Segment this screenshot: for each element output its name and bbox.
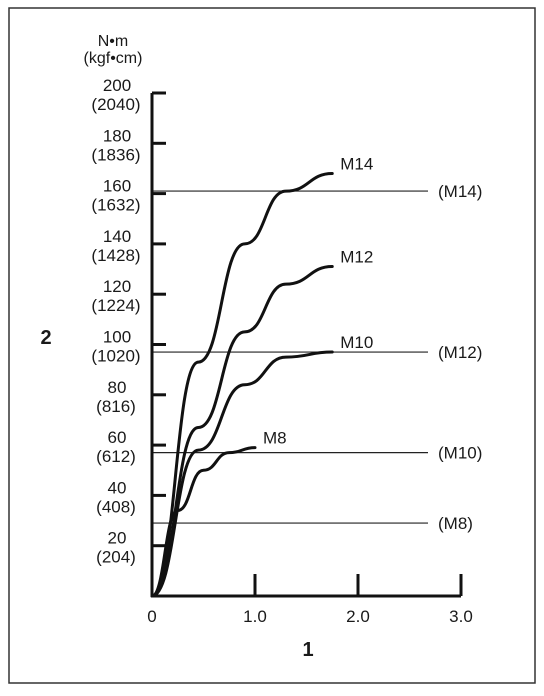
y-tick-label-6: 120: [103, 277, 131, 296]
curve-label-m14: M14: [340, 154, 373, 173]
reference-label-2: (M12): [438, 343, 482, 362]
x-tick-label-1: 0: [147, 607, 156, 626]
curve-m8: [150, 446, 257, 598]
y-tick-label-5: 100: [103, 328, 131, 347]
chart-border: [8, 7, 536, 684]
y-tick-label-1: 20: [108, 529, 127, 548]
y-tick-sublabel-9: (1836): [91, 145, 140, 164]
y-tick-label-2: 40: [108, 478, 127, 497]
curve-label-m10: M10: [340, 333, 373, 352]
y-tick-sublabel-2: (408): [96, 497, 136, 516]
x-tick-label-2: 1.0: [243, 607, 267, 626]
y-axis-title: 2: [40, 327, 51, 349]
unit-label-nm: N•m: [98, 33, 128, 50]
y-tick-label-4: 80: [108, 378, 127, 397]
y-tick-label-3: 60: [108, 428, 127, 447]
y-tick-label-8: 160: [103, 177, 131, 196]
y-tick-sublabel-4: (816): [96, 397, 136, 416]
y-tick-sublabel-3: (612): [96, 447, 136, 466]
y-tick-sublabel-8: (1632): [91, 196, 140, 215]
y-tick-sublabel-10: (2040): [91, 95, 140, 114]
curve-label-m8: M8: [263, 429, 287, 448]
y-tick-sublabel-5: (1020): [91, 347, 140, 366]
y-tick-sublabel-6: (1224): [91, 296, 140, 315]
reference-label-3: (M10): [438, 444, 482, 463]
plot-area: (M14) (M12) (M10) (M8) 20(204) 40(408) 60(612)…: [91, 76, 482, 626]
reference-label-4: (M8): [438, 514, 473, 533]
x-axis-title: 1: [302, 639, 313, 661]
curve-m14: [150, 171, 334, 598]
curve-m12: [150, 265, 334, 598]
y-tick-sublabel-7: (1428): [91, 246, 140, 265]
unit-label-kgfcm: (kgf•cm): [84, 50, 143, 67]
curve-m10: [150, 350, 334, 598]
reference-label-1: (M14): [438, 182, 482, 201]
y-tick-label-9: 180: [103, 126, 131, 145]
curve-label-m12: M12: [340, 248, 373, 267]
y-tick-label-10: 200: [103, 76, 131, 95]
x-tick-label-3: 2.0: [346, 607, 370, 626]
y-tick-label-7: 140: [103, 227, 131, 246]
y-tick-sublabel-1: (204): [96, 548, 136, 567]
x-tick-label-4: 3.0: [449, 607, 473, 626]
